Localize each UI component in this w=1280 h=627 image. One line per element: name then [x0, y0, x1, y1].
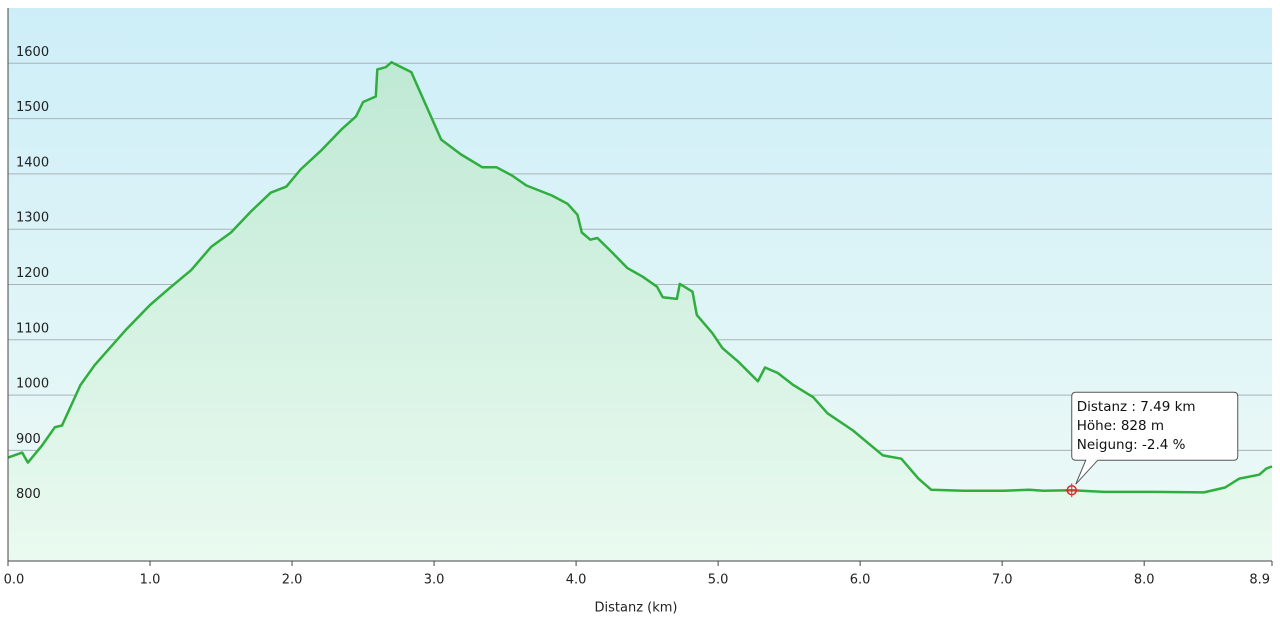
y-tick-label: 900 — [16, 432, 41, 447]
y-tick-label: 800 — [16, 487, 41, 502]
tooltip-text: Höhe: 828 m — [1077, 418, 1164, 434]
x-tick-label: 8.9 — [1249, 573, 1270, 588]
x-tick-label: 2.0 — [282, 573, 303, 588]
x-tick-label: 1.0 — [140, 573, 161, 588]
y-tick-label: 1500 — [16, 100, 49, 115]
y-tick-label: 1000 — [16, 377, 49, 392]
tooltip-text: Distanz : 7.49 km — [1077, 399, 1196, 415]
area-fill — [8, 62, 1272, 561]
elevation-line — [7, 60, 1273, 494]
x-tick-label: 3.0 — [424, 573, 445, 588]
x-tick-label: 6.0 — [850, 573, 871, 588]
x-axis-label: Distanz (km) — [595, 601, 678, 616]
x-tick-label: 7.0 — [992, 573, 1013, 588]
x-tick-label: 8.0 — [1134, 573, 1155, 588]
y-tick-label: 1600 — [16, 45, 49, 60]
y-tick-label: 1100 — [16, 321, 49, 336]
x-tick-label: 0.0 — [4, 573, 25, 588]
y-tick-label: 1400 — [16, 155, 49, 170]
highlight-cross — [1064, 483, 1079, 498]
y-tick-label: 1200 — [16, 266, 49, 281]
tooltip-text: Neigung: -2.4 % — [1077, 437, 1186, 453]
y-tick-label: 1300 — [16, 211, 49, 226]
x-tick-label: 5.0 — [708, 573, 729, 588]
x-tick-label: 4.0 — [566, 573, 587, 588]
tooltip-box — [1071, 391, 1239, 485]
